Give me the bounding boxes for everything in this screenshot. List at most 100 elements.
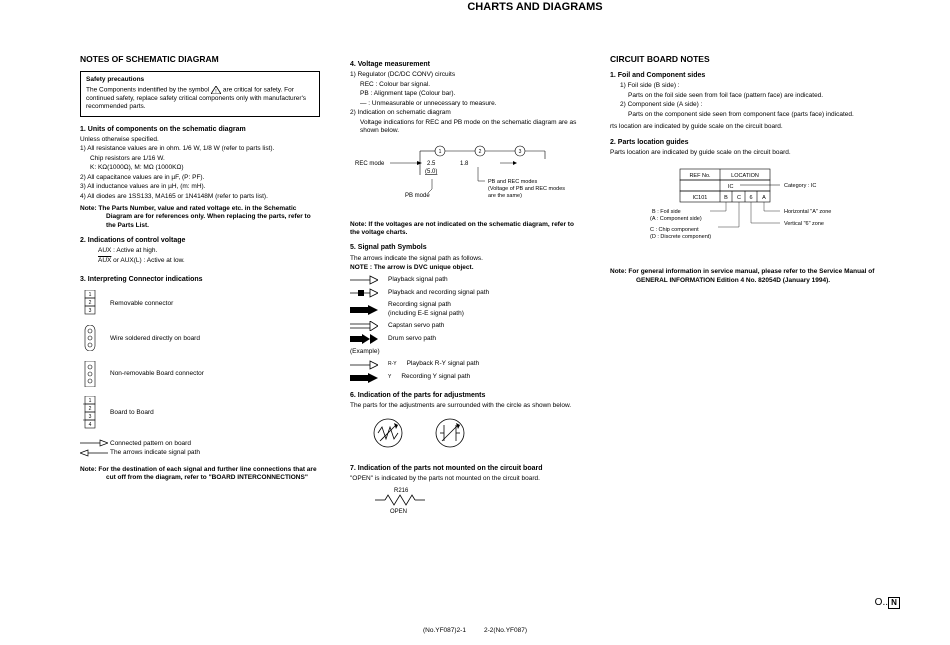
svg-text:2: 2 [89, 406, 92, 412]
svg-text:(D : Discrete component): (D : Discrete component) [650, 234, 711, 240]
right-column: CIRCUIT BOARD NOTES 1. Foil and Componen… [610, 54, 900, 518]
svg-text:Category : IC: Category : IC [784, 183, 816, 189]
svg-text:4: 4 [89, 422, 92, 428]
pattern-arrow-icon [80, 439, 108, 457]
adjustment-symbols [370, 415, 490, 451]
main-title: CHARTS AND DIAGRAMS [120, 0, 950, 14]
removable-connector-icon: 1 2 3 [83, 290, 97, 316]
right-note: Note: For general information in service… [610, 268, 900, 285]
s5-intro: The arrows indicate the signal path as f… [350, 255, 580, 263]
r-s1-head: 1. Foil and Component sides [610, 71, 900, 80]
s6-head: 6. Indication of the parts for adjustmen… [350, 391, 580, 400]
svg-text:C : Chip component: C : Chip component [650, 227, 699, 233]
svg-text:(5.0): (5.0) [425, 169, 437, 175]
circuit-board-title: CIRCUIT BOARD NOTES [610, 54, 900, 65]
r-s1-i2: 2) Component side (A side) : [610, 101, 900, 109]
page-footer: (No.YF087)2-1 2-2(No.YF087) [0, 627, 950, 635]
s3-head: 3. Interpreting Connector indications [80, 275, 320, 284]
arrow-pb-rec: Playback and recording signal path [350, 288, 580, 298]
r-s1-tail: rts location are indicated by guide scal… [610, 123, 900, 131]
svg-text:1.8: 1.8 [460, 161, 469, 167]
corner-marks: O..N [875, 596, 900, 609]
s5-head: 5. Signal path Symbols [350, 243, 580, 252]
r-s2-body: Parts location are indicated by guide sc… [610, 149, 900, 157]
svg-text:R216: R216 [394, 488, 409, 494]
arrow-drum: Drum servo path [350, 334, 580, 344]
svg-text:are the same): are the same) [488, 193, 522, 199]
safety-title: Safety precautions [86, 76, 314, 84]
arrow-playback: Playback signal path [350, 275, 580, 285]
connector-soldered: Wire soldered directly on board [80, 325, 320, 354]
arrow-rec: Recording signal path(including E-E sign… [350, 301, 580, 318]
s5-note: NOTE : The arrow is DVC unique object. [350, 264, 580, 272]
svg-text:OPEN: OPEN [390, 509, 407, 515]
connector-removable: 1 2 3 Removable connector [80, 290, 320, 319]
svg-text:1: 1 [439, 149, 442, 155]
svg-text:IC101: IC101 [693, 195, 708, 201]
arrow-example-y: Y Recording Y signal path [350, 373, 580, 383]
page-columns: NOTES OF SCHEMATIC DIAGRAM Safety precau… [0, 24, 950, 518]
s3-note: Note: For the destination of each signal… [80, 466, 320, 483]
open-resistor: R216 OPEN [370, 485, 440, 515]
s2-head: 2. Indications of control voltage [80, 236, 320, 245]
svg-text:(A : Component side): (A : Component side) [650, 216, 702, 222]
svg-text:2: 2 [479, 149, 482, 155]
soldered-icon [83, 325, 97, 351]
svg-text:3: 3 [89, 414, 92, 420]
example-label: (Example) [350, 348, 580, 356]
s1-note: Note: The Parts Number, value and rated … [80, 205, 320, 230]
r-s1-i1a: Parts on the foil side seen from foil fa… [610, 92, 900, 100]
svg-text:!: ! [215, 89, 216, 94]
svg-text:3: 3 [89, 308, 92, 314]
arrow-capstan: Capstan servo path [350, 321, 580, 331]
r-s2-head: 2. Parts location guides [610, 138, 900, 147]
svg-text:C: C [737, 195, 741, 201]
s4-i2a: Voltage indications for REC and PB mode … [350, 119, 580, 136]
warning-icon: ! [211, 86, 221, 94]
svg-text:A: A [762, 195, 766, 201]
voltage-diagram: 1 2 3 REC mode 2.5 1.8 (5.0) PB mode [350, 141, 580, 214]
board-to-board-icon: 1 2 3 4 [83, 396, 97, 430]
s1-intro: Unless otherwise specified. [80, 136, 320, 144]
s4-i1a: REC : Colour bar signal. [350, 81, 580, 89]
s7-head: 7. Indication of the parts not mounted o… [350, 464, 580, 473]
s6-body: The parts for the adjustments are surrou… [350, 402, 580, 410]
svg-text:(Voltage of PB and REC modes: (Voltage of PB and REC modes [488, 186, 565, 192]
arrow-example-ry: R-Y Playback R-Y signal path [350, 360, 580, 370]
svg-text:B: B [724, 195, 728, 201]
s1-head: 1. Units of components on the schematic … [80, 125, 320, 134]
svg-text:Vertical "6" zone: Vertical "6" zone [784, 221, 824, 227]
s4-i1c: — : Unmeasurable or unnecessary to measu… [350, 100, 580, 108]
nonremovable-icon [83, 361, 97, 387]
s1-i1c: K: KΩ(1000Ω), M: MΩ (1000KΩ) [80, 164, 320, 172]
svg-text:3: 3 [519, 149, 522, 155]
r-s1-i2a: Parts on the component side seen from co… [610, 111, 900, 119]
s4-i2: 2) Indication on schematic diagram [350, 109, 580, 117]
s1-i1b: Chip resistors are 1/16 W. [80, 155, 320, 163]
s1-i2: 2) All capacitance values are in µF, (P:… [80, 174, 320, 182]
safety-body: The Components indentified by the symbol… [86, 86, 314, 112]
s1-i1: 1) All resistance values are in ohm. 1/6… [80, 145, 320, 153]
s2-l2: AUX or AUX(L) : Active at low. [80, 257, 320, 265]
connector-board-to-board: 1 2 3 4 Board to Board [80, 396, 320, 433]
svg-text:Horizontal "A" zone: Horizontal "A" zone [784, 209, 831, 215]
left-column: NOTES OF SCHEMATIC DIAGRAM Safety precau… [80, 54, 320, 518]
connector-nonremovable: Non-removable Board connector [80, 361, 320, 390]
svg-text:2.5: 2.5 [427, 161, 436, 167]
mid-column: 4. Voltage measurement 1) Regulator (DC/… [350, 54, 580, 518]
s1-i4: 4) All diodes are 1SS133, MA165 or 1N414… [80, 193, 320, 201]
svg-text:LOCATION: LOCATION [731, 173, 759, 179]
svg-text:1: 1 [89, 398, 92, 404]
svg-text:6: 6 [749, 195, 752, 201]
notes-schematic-title: NOTES OF SCHEMATIC DIAGRAM [80, 54, 320, 65]
rec-mode-label: REC mode [355, 161, 385, 167]
safety-box: Safety precautions The Components indent… [80, 71, 320, 116]
svg-text:PB and REC modes: PB and REC modes [488, 179, 537, 185]
s4-head: 4. Voltage measurement [350, 60, 580, 69]
s4-i1b: PB : Alignment tape (Colour bar). [350, 90, 580, 98]
s7-body: "OPEN" is indicated by the parts not mou… [350, 475, 580, 483]
svg-text:PB mode: PB mode [405, 193, 430, 199]
s4-note: Note: If the voltages are not indicated … [350, 221, 580, 238]
r-s1-i1: 1) Foil side (B side) : [610, 82, 900, 90]
svg-text:2: 2 [89, 300, 92, 306]
